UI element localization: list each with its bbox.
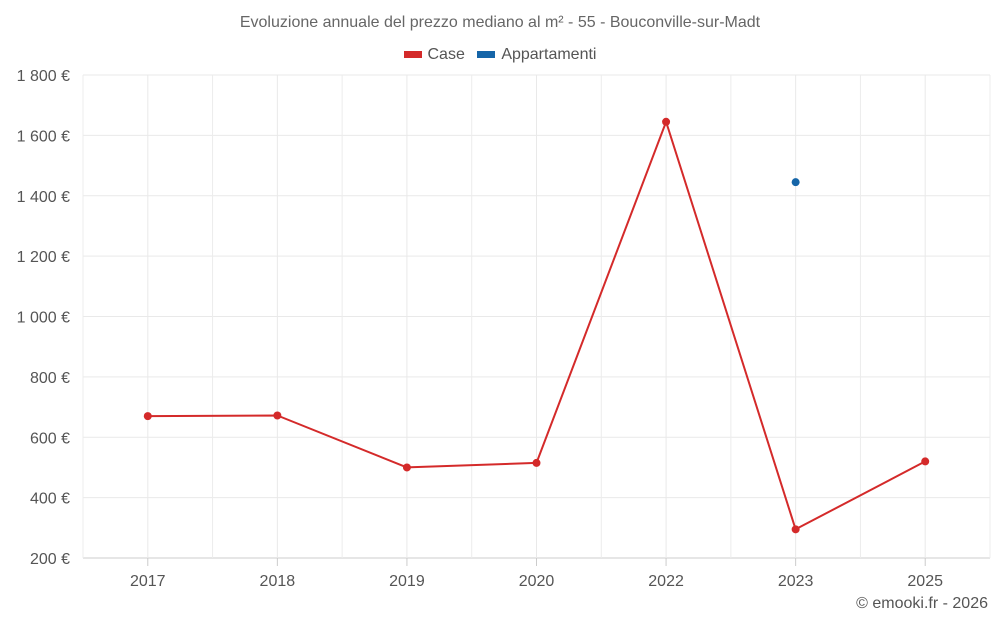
data-point-case-2025: [921, 457, 930, 466]
data-point-case-2022: [662, 117, 671, 126]
y-tick-label: 1 800 €: [17, 68, 70, 85]
data-point-case-2023: [791, 525, 800, 534]
x-tick-label: 2018: [260, 573, 296, 590]
grid-layer: [82, 74, 991, 559]
data-point-appartamenti-2023: [791, 178, 800, 187]
y-tick-label: 1 400 €: [17, 189, 70, 206]
y-tick-label: 1 000 €: [17, 310, 70, 327]
legend-item-appartamenti[interactable]: Appartamenti: [477, 46, 596, 64]
data-point-case-2018: [273, 411, 282, 420]
axis-layer: 200 € 400 € 600 € 800 € 1 000 € 1 200 € 1 400 …: [17, 68, 944, 590]
series-layer: [143, 117, 930, 534]
legend-item-case[interactable]: Case: [403, 45, 465, 64]
footer-credit: © emooki.fr - 2026: [856, 595, 988, 612]
legend-swatch-appartamenti: [477, 51, 496, 58]
x-tick-label: 2023: [778, 573, 814, 590]
y-tick-label: 800 €: [30, 370, 70, 387]
y-tick-label: 1 200 €: [17, 249, 70, 266]
chart-legend: Case Appartamenti: [0, 45, 1000, 64]
legend-label-case: Case: [427, 45, 465, 63]
y-tick-label: 1 600 €: [17, 128, 70, 145]
x-tick-label: 2020: [519, 573, 555, 590]
x-tick-label: 2019: [389, 573, 425, 590]
x-tick-label: 2017: [130, 573, 166, 590]
x-tick-label: 2022: [648, 573, 684, 590]
legend-swatch-case: [403, 51, 422, 58]
y-tick-label: 600 €: [30, 430, 70, 447]
data-point-case-2020: [532, 458, 541, 467]
chart-title: Evoluzione annuale del prezzo mediano al…: [239, 14, 761, 31]
data-point-case-2019: [402, 463, 411, 472]
y-tick-label: 400 €: [30, 491, 70, 508]
x-tick-label: 2025: [907, 573, 943, 590]
y-tick-label: 200 €: [30, 551, 70, 568]
data-point-case-2017: [143, 412, 152, 421]
legend-label-appartamenti: Appartamenti: [501, 45, 597, 63]
